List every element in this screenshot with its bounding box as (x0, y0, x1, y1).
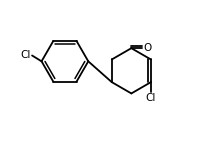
Text: Cl: Cl (20, 51, 31, 60)
Text: Cl: Cl (146, 93, 156, 103)
Text: O: O (143, 43, 151, 53)
